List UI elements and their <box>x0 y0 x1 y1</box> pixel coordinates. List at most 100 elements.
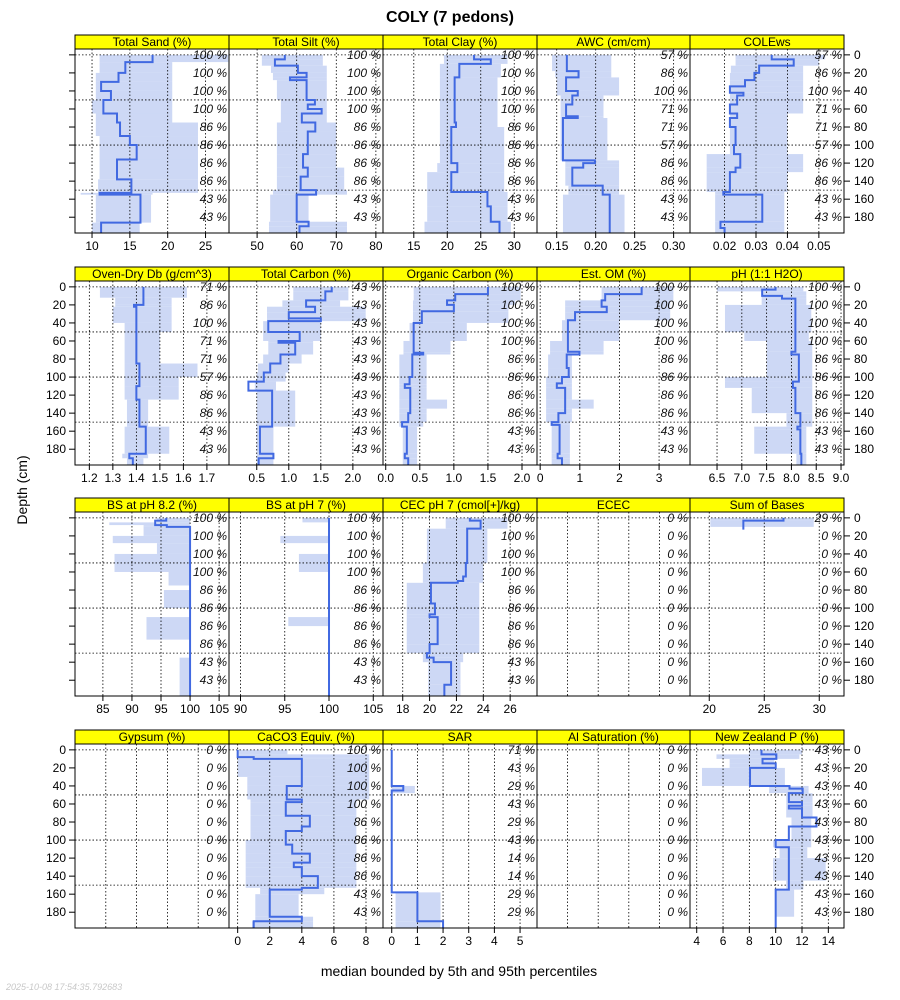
percentile-band <box>95 81 173 91</box>
data-coverage-label: 86 % <box>661 66 689 80</box>
percentile-band <box>552 54 612 72</box>
data-coverage-label: 71 % <box>661 102 689 116</box>
x-tick-label: 8 <box>363 934 370 948</box>
data-coverage-label: 71 % <box>661 120 689 134</box>
depth-tick-label: 180 <box>854 905 874 919</box>
data-coverage-label: 100 % <box>347 102 381 116</box>
data-coverage-label: 100 % <box>347 743 381 757</box>
data-coverage-label: 86 % <box>200 298 228 312</box>
data-coverage-label: 86 % <box>354 174 382 188</box>
panel-est-om: Est. OM (%) 100 % 100 % 100 % 100 % 86 % 86 % 8… <box>536 266 691 485</box>
data-coverage-label: 43 % <box>354 352 382 366</box>
data-coverage-label: 0 % <box>667 797 688 811</box>
percentile-band <box>112 306 172 323</box>
data-coverage-label: 43 % <box>354 210 382 224</box>
depth-tick-label: 80 <box>854 815 868 829</box>
x-tick-label: 100 <box>319 702 339 716</box>
data-coverage-label: 0 % <box>667 583 688 597</box>
panel-plot-area: 100 % 100 % 100 % 100 % 86 % 86 % 86 % 86 % 43 %… <box>75 49 229 233</box>
x-tick-label: 60 <box>290 239 304 253</box>
percentile-band <box>391 790 415 794</box>
percentile-band <box>406 644 480 654</box>
data-coverage-label: 0 % <box>821 529 842 543</box>
y-axis-title: Depth (cm) <box>14 455 30 524</box>
depth-tick-label: 0 <box>854 511 861 525</box>
panel-strip-label: CEC pH 7 (cmol[+]/kg) <box>400 498 520 512</box>
percentile-band <box>122 453 149 459</box>
data-coverage-label: 43 % <box>508 424 536 438</box>
data-coverage-label: 14 % <box>508 851 536 865</box>
data-coverage-label: 43 % <box>354 905 382 919</box>
panel-awc-cm-cm: AWC (cm/cm) 57 % 86 % 100 % 71 % 71 % 57 % 86 %… <box>536 34 691 253</box>
depth-tick-label: 40 <box>53 779 67 793</box>
x-tick-label: 1.5 <box>152 471 169 485</box>
percentile-band <box>717 289 804 292</box>
percentile-band <box>786 793 813 803</box>
x-tick-label: 1.5 <box>480 471 497 485</box>
data-coverage-label: 100 % <box>501 102 535 116</box>
x-tick-label: 1.0 <box>280 471 297 485</box>
percentile-band <box>565 306 671 313</box>
data-coverage-label: 86 % <box>508 637 536 651</box>
x-tick-label: 1.6 <box>175 471 192 485</box>
percentile-band <box>406 582 480 604</box>
panel-plot-area: 100 % 100 % 100 % 100 % 86 % 86 % 86 % 86 % 43 %… <box>537 281 690 465</box>
x-tick-label: 95 <box>278 702 292 716</box>
data-coverage-label: 0 % <box>667 619 688 633</box>
x-tick-label: 0.05 <box>807 239 831 253</box>
x-tick-label: 85 <box>96 702 110 716</box>
data-coverage-label: 86 % <box>815 406 843 420</box>
percentile-band <box>403 340 451 353</box>
data-coverage-label: 57 % <box>815 138 843 152</box>
x-tick-label: 0 <box>234 934 241 948</box>
panel-caco3-equiv: CaCO3 Equiv. (%)100 %100 %100 %100 %86 %… <box>228 729 384 948</box>
data-coverage-label: 43 % <box>815 442 843 456</box>
x-tick-label: 10 <box>769 934 783 948</box>
data-coverage-label: 86 % <box>354 851 382 865</box>
data-coverage-label: 71 % <box>815 102 843 116</box>
percentile-band <box>250 799 357 803</box>
percentile-band <box>276 131 337 155</box>
percentile-band <box>413 286 521 295</box>
x-tick-label: 20 <box>441 239 455 253</box>
percentile-band <box>729 758 775 764</box>
percentile-band <box>126 458 144 465</box>
data-coverage-label: 86 % <box>661 406 689 420</box>
data-coverage-label: 0 % <box>206 779 227 793</box>
x-tick-label: 0.20 <box>584 239 608 253</box>
percentile-band <box>260 889 325 895</box>
median-line <box>425 517 482 696</box>
percentile-band <box>95 122 198 137</box>
x-tick-label: 1.4 <box>128 471 145 485</box>
data-coverage-label: 43 % <box>815 833 843 847</box>
percentile-band <box>143 526 191 536</box>
panel-plot-area: 43 % 43 % 43 % 43 % 43 % 43 % 43 % 43 % 43 % 43 % <box>229 281 383 465</box>
panel-strip-label: Sum of Bases <box>730 498 805 512</box>
depth-tick-label: 160 <box>46 424 66 438</box>
percentile-band <box>550 340 604 352</box>
panel-strip-label: AWC (cm/cm) <box>576 35 650 49</box>
x-tick-label: 0 <box>388 934 395 948</box>
percentile-band <box>562 194 625 233</box>
depth-tick-label: 60 <box>854 797 868 811</box>
data-coverage-label: 86 % <box>354 815 382 829</box>
data-coverage-label: 86 % <box>815 174 843 188</box>
x-tick-label: 1.7 <box>199 471 216 485</box>
percentile-band <box>99 62 173 73</box>
x-tick-label: 25 <box>474 239 488 253</box>
percentile-band <box>724 381 813 388</box>
percentile-band <box>427 191 508 207</box>
panels: Total Sand (%)100 %100 %100 %100 %86 %86… <box>46 34 874 948</box>
data-coverage-label: 86 % <box>200 174 228 188</box>
percentile-band <box>399 387 427 400</box>
x-tick-label: 22 <box>450 702 464 716</box>
percentile-band <box>268 342 314 355</box>
percentile-band <box>261 54 323 60</box>
x-tick-label: 0.02 <box>713 239 737 253</box>
data-coverage-label: 86 % <box>508 583 536 597</box>
percentile-band <box>256 458 274 465</box>
data-coverage-label: 0 % <box>667 779 688 793</box>
percentile-band <box>124 322 172 332</box>
panel-total-silt: Total Silt (%) 100 % 100 % 100 % 100 % 86 % 86… <box>228 34 384 253</box>
panel-strip-label: COLEws <box>743 35 790 49</box>
